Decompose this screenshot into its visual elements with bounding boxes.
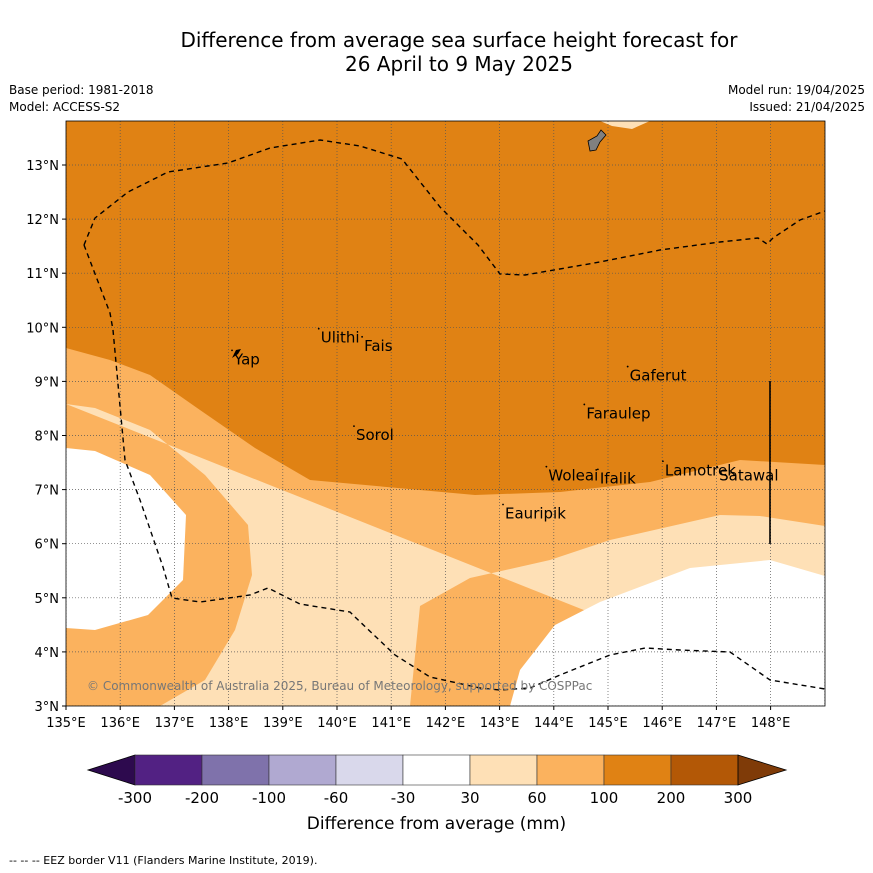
y-tick-label: 6°N	[35, 538, 60, 553]
y-tick-label: 9°N	[35, 375, 60, 390]
colorbar-label: -30	[390, 789, 416, 807]
colorbar-label: 300	[723, 789, 753, 807]
y-tick-label: 5°N	[35, 592, 60, 607]
x-tick-label: 141°E	[371, 716, 411, 731]
colorbar-swatch	[335, 754, 404, 786]
x-tick-label: 138°E	[209, 716, 249, 731]
place-marker	[626, 365, 629, 368]
colorbar-swatch	[134, 754, 203, 786]
place-label-woleai: Woleai	[548, 467, 598, 485]
colorbar-title: Difference from average (mm)	[306, 814, 567, 834]
island-icon	[587, 129, 607, 152]
x-tick-label: 140°E	[317, 716, 357, 731]
contour-band-minus30-30-west	[66, 448, 186, 630]
place-marker	[662, 460, 664, 463]
place-marker	[545, 465, 548, 468]
eez-border-line	[83, 139, 825, 276]
colorbar-label: 30	[460, 789, 480, 807]
place-label-lamotrek: Lamotrek	[665, 461, 736, 479]
colorbar-label: -100	[251, 789, 287, 807]
colorbar-swatch	[670, 754, 739, 786]
colorbar-swatch	[402, 754, 471, 786]
place-label-faraulep: Faraulep	[586, 404, 650, 422]
colorbar-label: -300	[117, 789, 153, 807]
y-tick-label: 13°N	[26, 159, 59, 174]
colorbar-label: -60	[323, 789, 349, 807]
copyright-notice: © Commonwealth of Australia 2025, Bureau…	[87, 679, 592, 693]
place-marker	[361, 335, 363, 338]
colorbar-swatch	[469, 754, 538, 786]
x-tick-label: 135°E	[46, 716, 86, 731]
place-label-sorol: Sorol	[356, 426, 394, 444]
colorbar-swatch	[536, 754, 605, 786]
x-tick-label: 144°E	[534, 716, 574, 731]
place-label-gaferut: Gaferut	[630, 367, 687, 385]
place-label-eauripik: Eauripik	[505, 505, 566, 523]
place-label-ulithi: Ulithi	[321, 329, 360, 347]
colorbar-label: -200	[184, 789, 220, 807]
place-marker	[317, 327, 320, 330]
y-tick-label: 12°N	[26, 213, 59, 228]
y-tick-label: 10°N	[26, 321, 59, 336]
colorbar-label: 60	[527, 789, 547, 807]
base-period: Base period: 1981-2018	[9, 83, 154, 97]
model-name: Model: ACCESS-S2	[9, 100, 121, 114]
y-tick-label: 11°N	[26, 267, 59, 282]
map-title-line2: 26 April to 9 May 2025	[345, 52, 573, 76]
place-label-ifalik: Ifalik	[600, 469, 636, 487]
colorbar-swatch	[201, 754, 270, 786]
colorbar-swatch	[268, 754, 337, 786]
colorbar-label: 200	[656, 789, 686, 807]
contour-band-minus30-30-east	[510, 560, 825, 706]
place-marker	[353, 425, 355, 427]
x-tick-label: 146°E	[642, 716, 682, 731]
issued-date: Issued: 21/04/2025	[749, 100, 865, 114]
place-marker	[583, 403, 586, 406]
colorbar	[86, 754, 788, 786]
eez-legend-note: -- -- -- EEZ border V11 (Flanders Marine…	[9, 854, 318, 867]
island-icon	[232, 349, 241, 358]
map-area: Yap Ulithi Fais Sorol Gaferut Faraulep Woleai I…	[66, 121, 825, 706]
y-tick-label: 8°N	[35, 430, 60, 445]
y-tick-label: 7°N	[35, 484, 60, 499]
y-axis-ticks: 3°N 4°N 5°N 6°N 7°N 8°N 9°N 10°N 11°N 12°N 13°N	[26, 159, 66, 715]
y-tick-label: 3°N	[35, 700, 60, 715]
eez-border-line	[83, 244, 825, 691]
y-tick-label: 4°N	[35, 646, 60, 661]
place-label-satawal: Satawal	[719, 467, 778, 485]
x-tick-label: 136°E	[100, 716, 140, 731]
map-grid	[66, 121, 825, 706]
x-tick-label: 139°E	[263, 716, 303, 731]
place-marker	[502, 503, 504, 506]
x-tick-label: 142°E	[426, 716, 466, 731]
place-label-fais: Fais	[364, 337, 393, 355]
contour-band-200-300	[600, 121, 650, 129]
colorbar-over-arrow	[737, 754, 788, 786]
x-tick-label: 137°E	[155, 716, 195, 731]
colorbar-under-arrow	[86, 754, 136, 786]
x-axis-ticks: 135°E 136°E 137°E 138°E 139°E 140°E 141°E 142°E…	[46, 706, 790, 731]
x-tick-label: 145°E	[588, 716, 628, 731]
model-run: Model run: 19/04/2025	[727, 83, 865, 97]
x-tick-label: 147°E	[697, 716, 737, 731]
x-tick-label: 143°E	[480, 716, 520, 731]
map-title-line1: Difference from average sea surface heig…	[180, 28, 738, 52]
colorbar-swatch	[603, 754, 672, 786]
place-marker	[231, 349, 233, 352]
place-marker	[596, 468, 599, 471]
colorbar-label: 100	[589, 789, 619, 807]
place-marker	[716, 465, 719, 468]
place-label-yap: Yap	[233, 350, 260, 368]
place-labels: Yap Ulithi Fais Sorol Gaferut Faraulep Woleai I…	[231, 327, 779, 523]
x-tick-label: 148°E	[751, 716, 791, 731]
